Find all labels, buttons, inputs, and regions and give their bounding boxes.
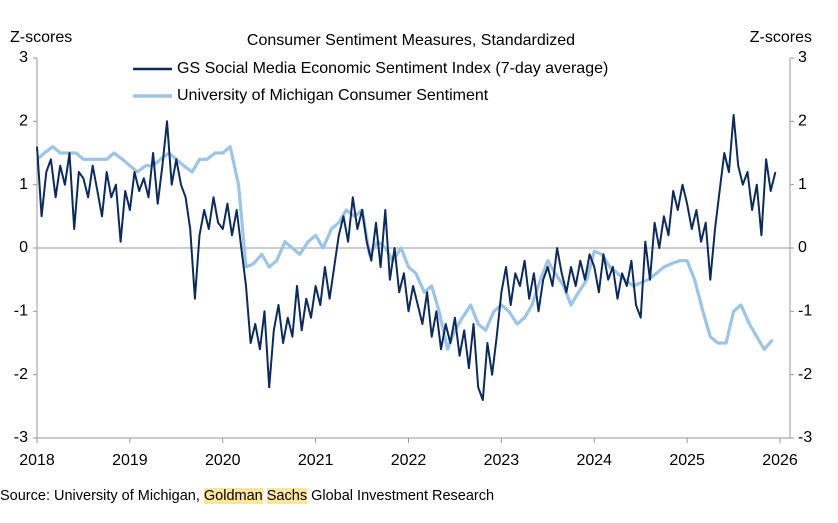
x-tick-label: 2020 (205, 452, 241, 469)
y-tick-label: -3 (14, 429, 28, 446)
y2-axis-label: Z-scores (750, 29, 812, 46)
x-tick-label: 2018 (19, 452, 55, 469)
source-text: Global Investment Research (311, 488, 495, 504)
x-tick-label: 2023 (484, 452, 520, 469)
y2-tick-label: -3 (798, 429, 812, 446)
source-text: Source: University of Michigan, (0, 488, 200, 504)
y-tick-label: 3 (19, 49, 28, 66)
x-tick-label: 2019 (112, 452, 148, 469)
legend-label: GS Social Media Economic Sentiment Index… (177, 60, 608, 77)
chart-title: Consumer Sentiment Measures, Standardize… (247, 32, 575, 49)
x-tick-label: 2025 (669, 452, 705, 469)
chart: Z-scores Z-scores Consumer Sentiment Mea… (10, 29, 812, 469)
x-tick-label: 2022 (391, 452, 427, 469)
y2-tick-label: -1 (798, 303, 812, 320)
x-tick-label: 2024 (576, 452, 612, 469)
y2-tick-label: 3 (798, 49, 807, 66)
source: Source: University of Michigan, Goldman … (0, 488, 494, 504)
y2-tick-label: 2 (798, 113, 807, 130)
legend-label: University of Michigan Consumer Sentimen… (177, 87, 489, 104)
y2-tick-label: 1 (798, 176, 807, 193)
y-tick-label: 0 (19, 239, 28, 256)
y-tick-label: 1 (19, 176, 28, 193)
y2-tick-label: 0 (798, 239, 807, 256)
source-text: Goldman (203, 488, 263, 504)
y-axis-label: Z-scores (10, 29, 72, 46)
x-tick-label: 2021 (298, 452, 334, 469)
series-line (36, 114, 777, 401)
y-tick-label: -1 (14, 303, 28, 320)
x-tick-label: 2026 (762, 452, 798, 469)
y-tick-label: -2 (14, 366, 28, 383)
source-text: Sachs (266, 488, 308, 504)
y2-tick-label: -2 (798, 366, 812, 383)
y-tick-label: 2 (19, 113, 28, 130)
